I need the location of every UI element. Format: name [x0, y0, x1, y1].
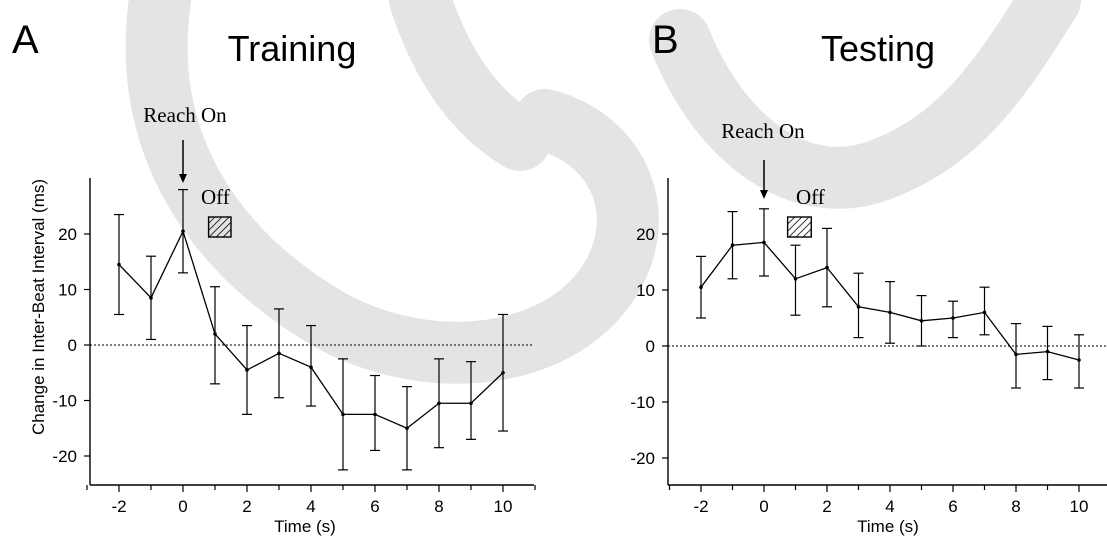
reach-on-label-a: Reach On — [143, 103, 227, 127]
data-point — [341, 412, 345, 417]
x-tick-label: -2 — [693, 497, 708, 516]
off-label-b: Off — [796, 185, 825, 209]
y-tick-label: -20 — [52, 447, 77, 466]
data-point — [1014, 352, 1018, 357]
off-period-box — [207, 216, 232, 238]
data-point — [245, 368, 249, 372]
x-tick-label: 0 — [759, 497, 768, 516]
y-tick-label: 10 — [58, 281, 77, 300]
y-tick-label: 0 — [68, 336, 77, 355]
data-point — [469, 401, 473, 406]
data-point — [730, 243, 735, 247]
chart-title-training: Training — [228, 28, 357, 69]
x-tick-label: -2 — [111, 497, 126, 516]
x-tick-label: 4 — [885, 497, 894, 516]
data-point — [373, 412, 377, 417]
data-point — [1045, 349, 1050, 354]
y-axis-title: Change in Inter-Beat Interval (ms) — [29, 179, 48, 435]
data-point — [951, 316, 955, 320]
data-point — [888, 310, 892, 315]
x-tick-label: 2 — [242, 497, 251, 516]
data-point — [405, 426, 409, 431]
data-point — [856, 305, 861, 309]
y-tick-label: 0 — [646, 337, 655, 356]
data-point — [277, 351, 281, 356]
data-point — [149, 296, 153, 300]
panel-label-a: A — [12, 18, 39, 62]
data-point — [181, 229, 185, 234]
x-tick-label: 6 — [948, 497, 957, 516]
x-tick-label: 0 — [178, 497, 187, 516]
x-tick-label: 2 — [822, 497, 831, 516]
data-point — [309, 365, 313, 370]
x-tick-label: 10 — [494, 497, 513, 516]
data-point — [501, 370, 505, 375]
data-point — [437, 401, 441, 406]
x-tick-label: 6 — [370, 497, 379, 516]
data-point — [825, 265, 829, 270]
data-point — [762, 240, 766, 245]
data-point — [117, 262, 121, 267]
reach-on-arrow-head — [760, 190, 768, 199]
data-point — [793, 277, 798, 281]
y-tick-label: 20 — [58, 225, 77, 244]
y-tick-label: 10 — [636, 281, 655, 300]
x-axis-title-b: Time (s) — [857, 517, 919, 536]
y-tick-label: -10 — [630, 393, 655, 412]
off-label-a: Off — [201, 185, 230, 209]
panel-label-b: B — [652, 18, 679, 62]
x-tick-label: 8 — [434, 497, 443, 516]
x-tick-label: 8 — [1011, 497, 1020, 516]
data-point — [1077, 358, 1081, 362]
off-period-box — [786, 216, 812, 238]
y-tick-label: 20 — [636, 225, 655, 244]
data-point — [982, 310, 987, 315]
data-point — [919, 319, 924, 323]
panel-a: A Training Change in Inter-Beat Interval… — [12, 18, 536, 536]
data-point — [213, 332, 217, 336]
x-tick-label: 4 — [306, 497, 315, 516]
x-tick-label: 10 — [1070, 497, 1089, 516]
y-tick-label: -20 — [630, 449, 655, 468]
chart-title-testing: Testing — [821, 28, 935, 69]
x-axis-title-a: Time (s) — [274, 517, 336, 536]
y-tick-label: -10 — [52, 392, 77, 411]
reach-on-label-b: Reach On — [721, 119, 805, 143]
reach-on-arrow-head — [179, 174, 187, 183]
data-point — [699, 285, 703, 290]
